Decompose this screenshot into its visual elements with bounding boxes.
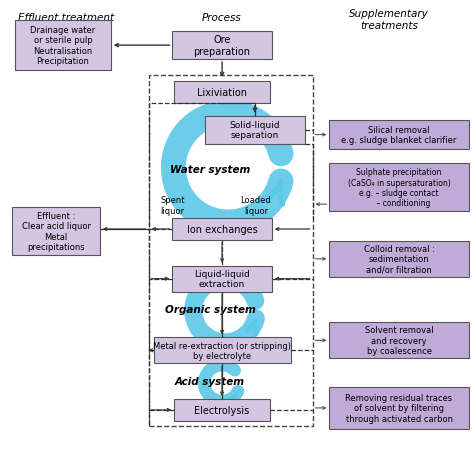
FancyBboxPatch shape: [329, 241, 469, 277]
FancyBboxPatch shape: [205, 117, 305, 144]
Text: Silical removal
e.g. sludge blanket clarifier: Silical removal e.g. sludge blanket clar…: [341, 126, 457, 145]
FancyBboxPatch shape: [329, 120, 469, 150]
Text: Ion exchanges: Ion exchanges: [187, 224, 257, 235]
Text: Lixiviation: Lixiviation: [197, 88, 247, 98]
Text: Colloid removal :
sedimentation
and/or filtration: Colloid removal : sedimentation and/or f…: [364, 244, 435, 274]
Text: Drainage water
or sterile pulp
Neutralisation
Precipitation: Drainage water or sterile pulp Neutralis…: [30, 26, 96, 66]
FancyBboxPatch shape: [174, 82, 270, 104]
Text: Water system: Water system: [170, 165, 250, 175]
Text: Effluent treatment: Effluent treatment: [18, 13, 114, 23]
Text: Supplementary
treatments: Supplementary treatments: [349, 9, 429, 31]
FancyBboxPatch shape: [12, 207, 100, 255]
FancyBboxPatch shape: [173, 218, 272, 241]
Text: Metal re-extraction (or stripping)
by electrolyte: Metal re-extraction (or stripping) by el…: [153, 341, 291, 360]
Text: Solid-liquid
separation: Solid-liquid separation: [229, 121, 280, 140]
Text: Removing residual traces
of solvent by filtering
through activated carbon: Removing residual traces of solvent by f…: [346, 393, 453, 423]
Text: Solvent removal
and recovery
by coalescence: Solvent removal and recovery by coalesce…: [365, 326, 433, 355]
Text: Liquid-liquid
extraction: Liquid-liquid extraction: [194, 269, 250, 289]
Text: Electrolysis: Electrolysis: [194, 405, 250, 415]
FancyBboxPatch shape: [329, 387, 469, 429]
FancyBboxPatch shape: [173, 32, 272, 60]
Text: Organic system: Organic system: [165, 304, 255, 314]
Text: Spent
liquor: Spent liquor: [160, 196, 185, 215]
FancyBboxPatch shape: [15, 21, 111, 71]
Text: Process: Process: [202, 13, 242, 23]
FancyBboxPatch shape: [173, 266, 272, 292]
Text: Effluent :
Clear acid liquor
Metal
precipitations: Effluent : Clear acid liquor Metal preci…: [22, 212, 91, 252]
FancyBboxPatch shape: [329, 164, 469, 212]
Text: Ore
preparation: Ore preparation: [193, 35, 251, 57]
FancyBboxPatch shape: [329, 323, 469, 358]
FancyBboxPatch shape: [154, 338, 291, 364]
FancyBboxPatch shape: [174, 399, 270, 421]
Text: Acid system: Acid system: [175, 376, 245, 386]
Text: Loaded
liquor: Loaded liquor: [240, 196, 271, 215]
Text: Sulphate precipitation
(CaSO₄ in supersaturation)
e.g. – sludge contact
    – co: Sulphate precipitation (CaSO₄ in supersa…: [347, 168, 450, 208]
